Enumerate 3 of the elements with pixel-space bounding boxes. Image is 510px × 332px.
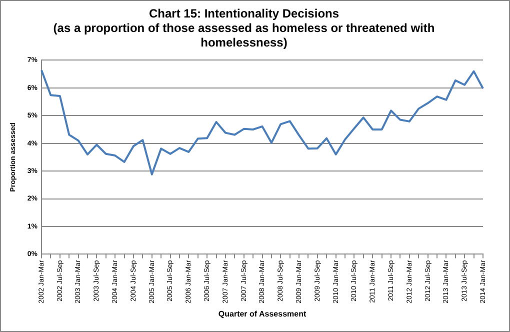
x-axis-title: Quarter of Assessment	[218, 309, 306, 318]
chart-subtitle: (as a proportion of those assessed as homeless or threatened with homelessness)	[53, 20, 435, 50]
chart-title: Chart 15: Intentionality Decisions	[148, 6, 340, 21]
